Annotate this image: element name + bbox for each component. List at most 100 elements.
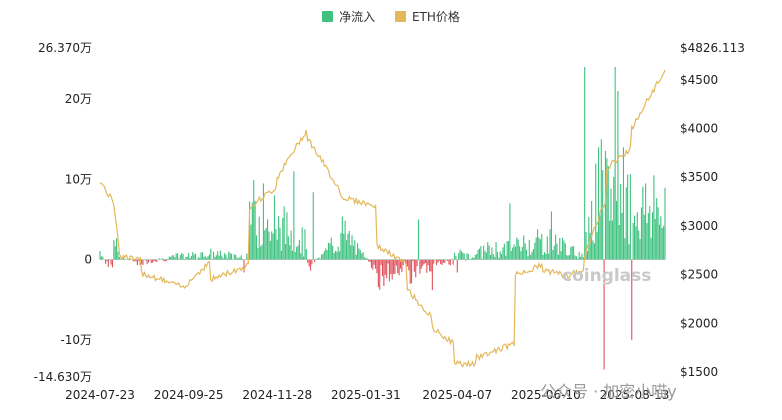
flow-bar [523, 235, 525, 260]
flow-bar [174, 257, 176, 260]
flow-bar [512, 247, 514, 260]
flow-bar [171, 255, 173, 260]
flow-bar [318, 257, 320, 260]
x-tick-label: 2024-11-28 [242, 388, 312, 402]
flow-bar [471, 257, 474, 260]
flow-bar [525, 249, 528, 260]
flow-bar [422, 259, 424, 267]
flow-bar [201, 252, 204, 260]
flow-bar [604, 150, 607, 260]
flow-bar [537, 229, 539, 260]
flow-bar [412, 259, 414, 262]
flow-bar [298, 240, 300, 260]
flow-bar [658, 224, 661, 260]
flow-bar [229, 253, 231, 260]
flow-bar [172, 255, 174, 260]
flow-bar [408, 259, 410, 271]
flow-bar [656, 198, 658, 260]
flow-bar [269, 240, 271, 260]
flow-bar [595, 163, 597, 260]
flow-bar [646, 223, 648, 260]
flow-bar [283, 206, 285, 260]
flow-bar [265, 227, 267, 260]
flow-bar [487, 242, 489, 260]
flow-bar [272, 233, 274, 260]
flow-bar [640, 207, 643, 260]
flow-bar [621, 212, 623, 260]
x-tick-label: 2025-01-31 [331, 388, 401, 402]
flow-bar [651, 212, 654, 260]
flow-bar [433, 259, 435, 264]
flow-bar [589, 232, 591, 260]
flow-bar [610, 188, 612, 260]
flow-bar [660, 216, 662, 260]
flow-bar [520, 251, 522, 260]
flow-bar [185, 256, 187, 260]
flow-bar [373, 259, 375, 265]
left-tick-label: 26.370万 [38, 41, 92, 55]
flow-bar [510, 250, 512, 260]
right-tick-label: $4000 [680, 122, 718, 136]
flow-bar [117, 251, 119, 260]
flow-bar [543, 252, 546, 260]
flow-bar [568, 254, 571, 260]
flow-bar [370, 259, 372, 268]
flow-bar [336, 251, 338, 260]
flow-bar [124, 258, 126, 260]
left-tick-label: 10万 [65, 172, 92, 186]
flow-bar [643, 214, 645, 260]
flow-bar [340, 233, 342, 260]
flow-bar [441, 259, 443, 265]
flow-bar [577, 258, 579, 260]
flow-bar [164, 259, 166, 262]
flow-bar [527, 256, 529, 260]
flow-bar [416, 259, 418, 267]
flow-bar [213, 251, 215, 260]
flow-bar [635, 226, 637, 260]
flow-bar [377, 259, 379, 288]
flow-bar [333, 253, 335, 260]
flow-bar [358, 248, 360, 260]
flow-bar [503, 243, 505, 260]
flow-bar [261, 244, 263, 260]
flow-bar [153, 259, 155, 262]
flow-bar [99, 251, 101, 260]
legend-item-price[interactable]: ETH价格 [394, 8, 460, 25]
flow-bar [431, 259, 433, 291]
flow-bar [286, 212, 288, 260]
flow-bar [290, 230, 292, 260]
flow-bar [308, 259, 310, 267]
flow-bar [467, 254, 469, 260]
flow-bar [327, 242, 330, 260]
flow-bar [190, 256, 192, 260]
flow-bar [606, 158, 608, 260]
flow-bar [480, 246, 482, 260]
flow-bar [599, 215, 601, 260]
flow-bar [315, 258, 317, 260]
flow-bar [348, 230, 350, 260]
flow-bar [664, 187, 666, 260]
flow-bar [255, 235, 258, 260]
flow-bar [282, 218, 284, 260]
flow-bar [158, 258, 161, 260]
flow-bar [195, 253, 197, 260]
flow-bar [549, 229, 551, 260]
flow-bar [235, 254, 237, 260]
flow-bar [253, 180, 255, 260]
flow-bar [426, 259, 428, 273]
flow-bar [613, 176, 615, 260]
legend-item-inflow[interactable]: 净流入 [322, 8, 375, 25]
flow-bar [620, 183, 622, 260]
flow-bar [214, 256, 216, 260]
flow-bar [561, 237, 564, 260]
flow-bar [485, 252, 487, 260]
flow-bar [394, 259, 396, 274]
flow-bar [193, 254, 195, 260]
flow-bar [375, 259, 377, 269]
right-tick-label: $4826.113 [680, 41, 745, 55]
flow-bar [262, 183, 264, 260]
flow-bar [578, 251, 580, 260]
flow-bar [314, 259, 316, 262]
flow-bar [343, 233, 345, 260]
flow-bar [614, 67, 616, 260]
